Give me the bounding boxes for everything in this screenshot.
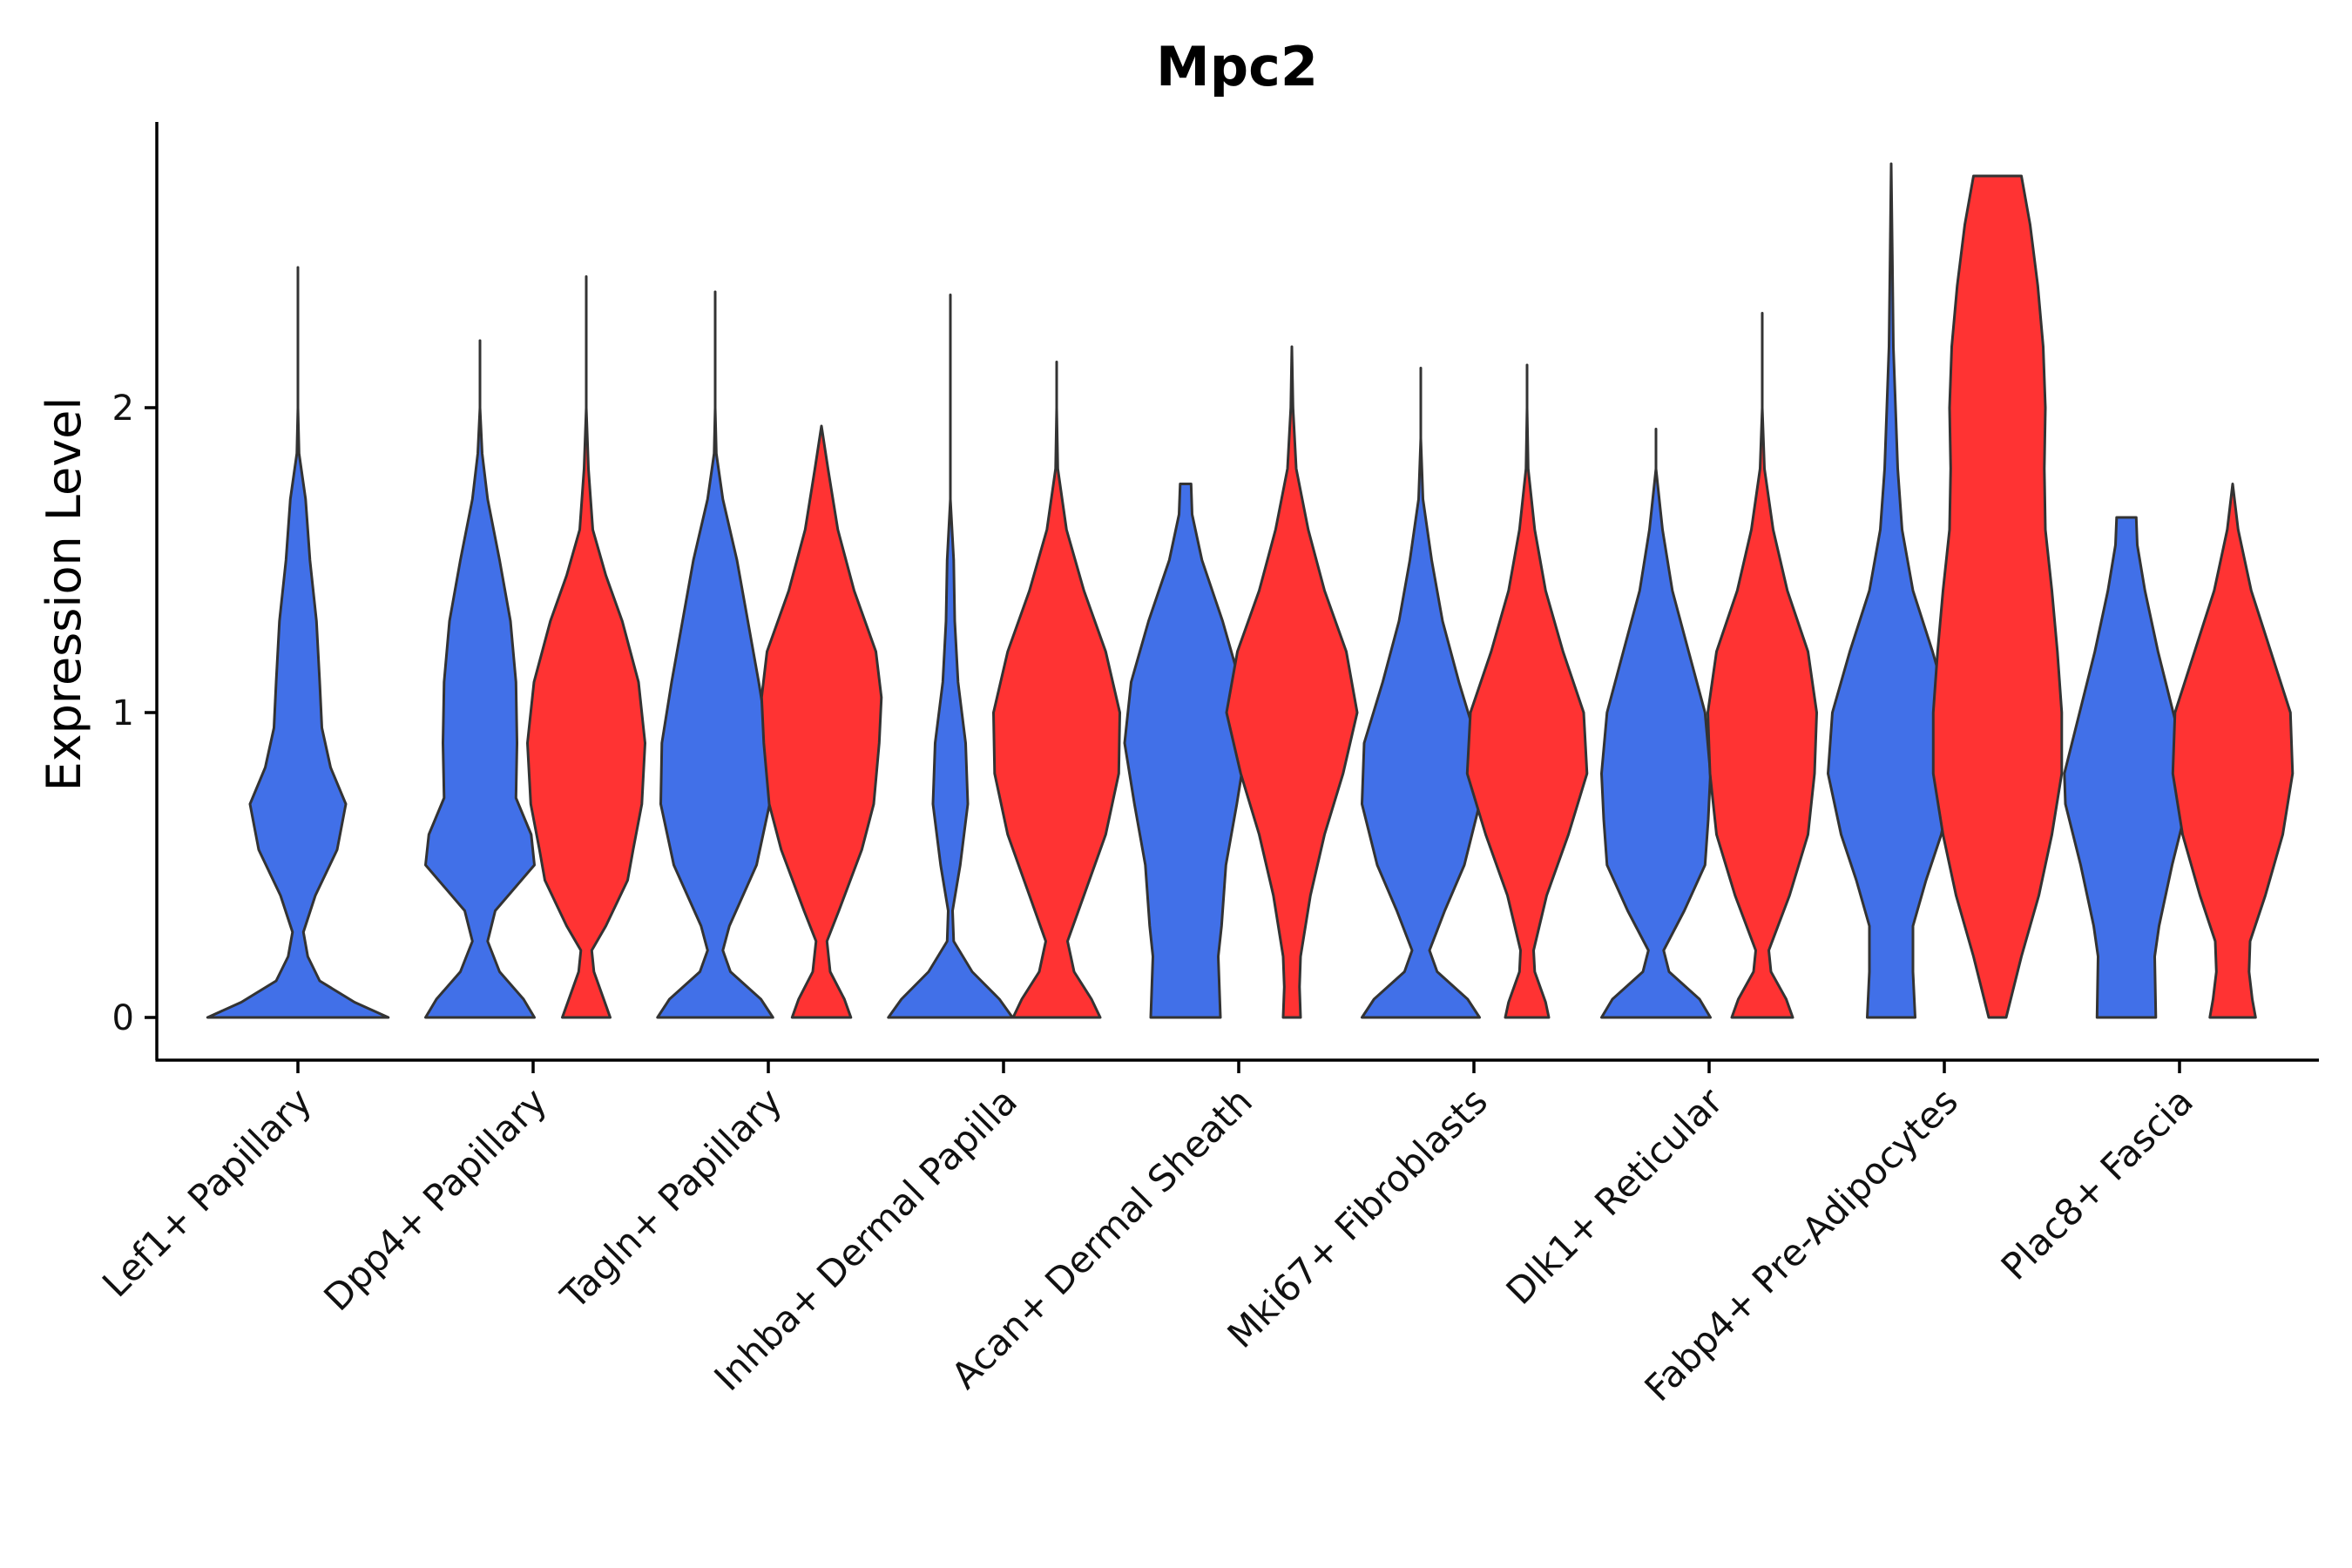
y-tick-label: 1 — [112, 693, 134, 733]
x-tick-label: Dpp4+ Papillary — [315, 1079, 555, 1319]
x-tick-label: Dlk1+ Reticular — [1498, 1079, 1732, 1313]
x-tick-label: Plac8+ Fascia — [1993, 1079, 2201, 1288]
violin-dlk1-reticular-group-blue — [1600, 428, 1712, 1019]
violin-fabp4-pre-adipocytes-group-blue — [1827, 162, 1956, 1019]
violin-mki67-fibroblasts-group-blue — [1361, 367, 1481, 1019]
violin-tagln-papillary-group-blue — [656, 290, 774, 1019]
violin-dlk1-reticular-group-red — [1707, 312, 1818, 1019]
violin-mki67-fibroblasts-group-red — [1465, 363, 1589, 1019]
chart-title: Mpc2 — [1156, 35, 1318, 98]
violin-dpp4-papillary-group-red — [526, 275, 646, 1019]
y-axis-label: Expression Level — [37, 397, 91, 792]
x-tick-label: Lef1+ Papillary — [94, 1079, 320, 1305]
x-tick-label: Mki67+ Fibroblasts — [1220, 1079, 1496, 1355]
violin-plac8-fascia-group-blue — [2063, 516, 2190, 1019]
violin-fabp4-pre-adipocytes-group-red — [1931, 174, 2064, 1019]
y-ticks: 0 1 2 — [112, 389, 157, 1038]
y-tick-label: 0 — [112, 998, 134, 1038]
violin-acan-dermal-sheath-group-blue — [1123, 483, 1248, 1019]
violin-plac8-fascia-group-red — [2171, 483, 2295, 1019]
violin-tagln-papillary-group-red — [760, 424, 883, 1019]
x-tick-label: Tagln+ Papillary — [552, 1079, 790, 1317]
violins-layer — [206, 162, 2295, 1019]
violin-lef1-papillary-group-blue — [206, 266, 390, 1019]
y-tick-label: 2 — [112, 389, 134, 429]
violin-inhba-dermal-papilla-group-blue — [887, 294, 1014, 1019]
violin-dpp4-papillary-group-blue — [424, 339, 536, 1019]
violin-acan-dermal-sheath-group-red — [1225, 345, 1359, 1019]
violin-inhba-dermal-papilla-group-red — [992, 361, 1121, 1019]
